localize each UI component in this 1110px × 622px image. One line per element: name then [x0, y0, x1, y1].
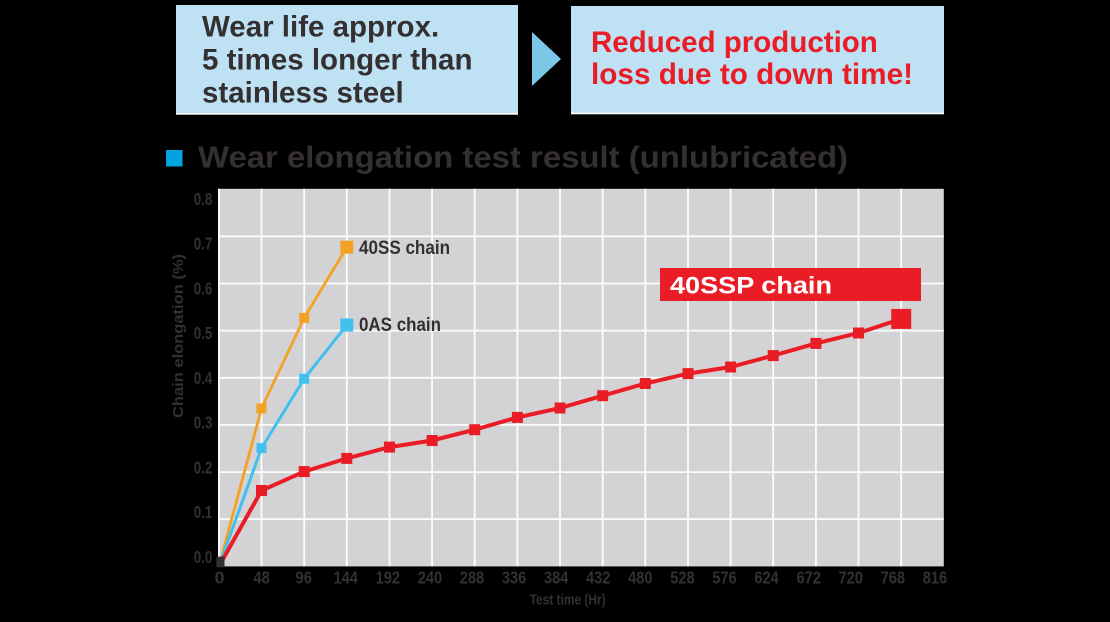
svg-text:0.7: 0.7: [194, 234, 213, 254]
svg-text:0.5: 0.5: [194, 323, 213, 343]
svg-text:192: 192: [376, 568, 401, 588]
svg-text:0AS chain: 0AS chain: [359, 314, 441, 336]
svg-text:Test time (Hr): Test time (Hr): [530, 591, 606, 608]
svg-text:0.3: 0.3: [194, 413, 213, 433]
svg-text:Chain elongation (%): Chain elongation (%): [171, 254, 187, 418]
svg-text:432: 432: [586, 568, 611, 588]
svg-text:48: 48: [253, 568, 270, 588]
svg-text:0.8: 0.8: [194, 189, 213, 209]
svg-text:528: 528: [670, 568, 695, 588]
svg-text:0.2: 0.2: [194, 458, 213, 478]
svg-text:288: 288: [460, 568, 485, 588]
svg-text:96: 96: [296, 568, 313, 588]
svg-text:0.6: 0.6: [194, 278, 213, 298]
svg-text:5 times longer than: 5 times longer than: [202, 44, 472, 77]
svg-text:0: 0: [215, 568, 225, 588]
svg-text:Wear elongation test result (u: Wear elongation test result (unlubricate…: [198, 141, 848, 175]
svg-text:240: 240: [418, 568, 443, 588]
svg-text:576: 576: [712, 568, 737, 588]
svg-text:720: 720: [839, 568, 864, 588]
svg-text:672: 672: [797, 568, 822, 588]
svg-text:0.4: 0.4: [194, 368, 213, 388]
svg-text:480: 480: [628, 568, 653, 588]
svg-text:Reduced production: Reduced production: [591, 26, 878, 59]
svg-text:768: 768: [881, 568, 906, 588]
svg-text:624: 624: [754, 568, 779, 588]
svg-text:144: 144: [334, 568, 359, 588]
svg-text:40SS chain: 40SS chain: [359, 237, 450, 259]
svg-text:0.0: 0.0: [194, 547, 213, 567]
svg-text:stainless steel: stainless steel: [202, 77, 404, 110]
svg-text:40SSP chain: 40SSP chain: [670, 273, 832, 300]
svg-text:Wear life approx.: Wear life approx.: [202, 11, 439, 44]
svg-text:336: 336: [502, 568, 527, 588]
svg-text:loss due to down time!: loss due to down time!: [591, 58, 913, 91]
svg-text:384: 384: [544, 568, 569, 588]
svg-text:0.1: 0.1: [194, 502, 213, 522]
svg-text:816: 816: [923, 568, 948, 588]
